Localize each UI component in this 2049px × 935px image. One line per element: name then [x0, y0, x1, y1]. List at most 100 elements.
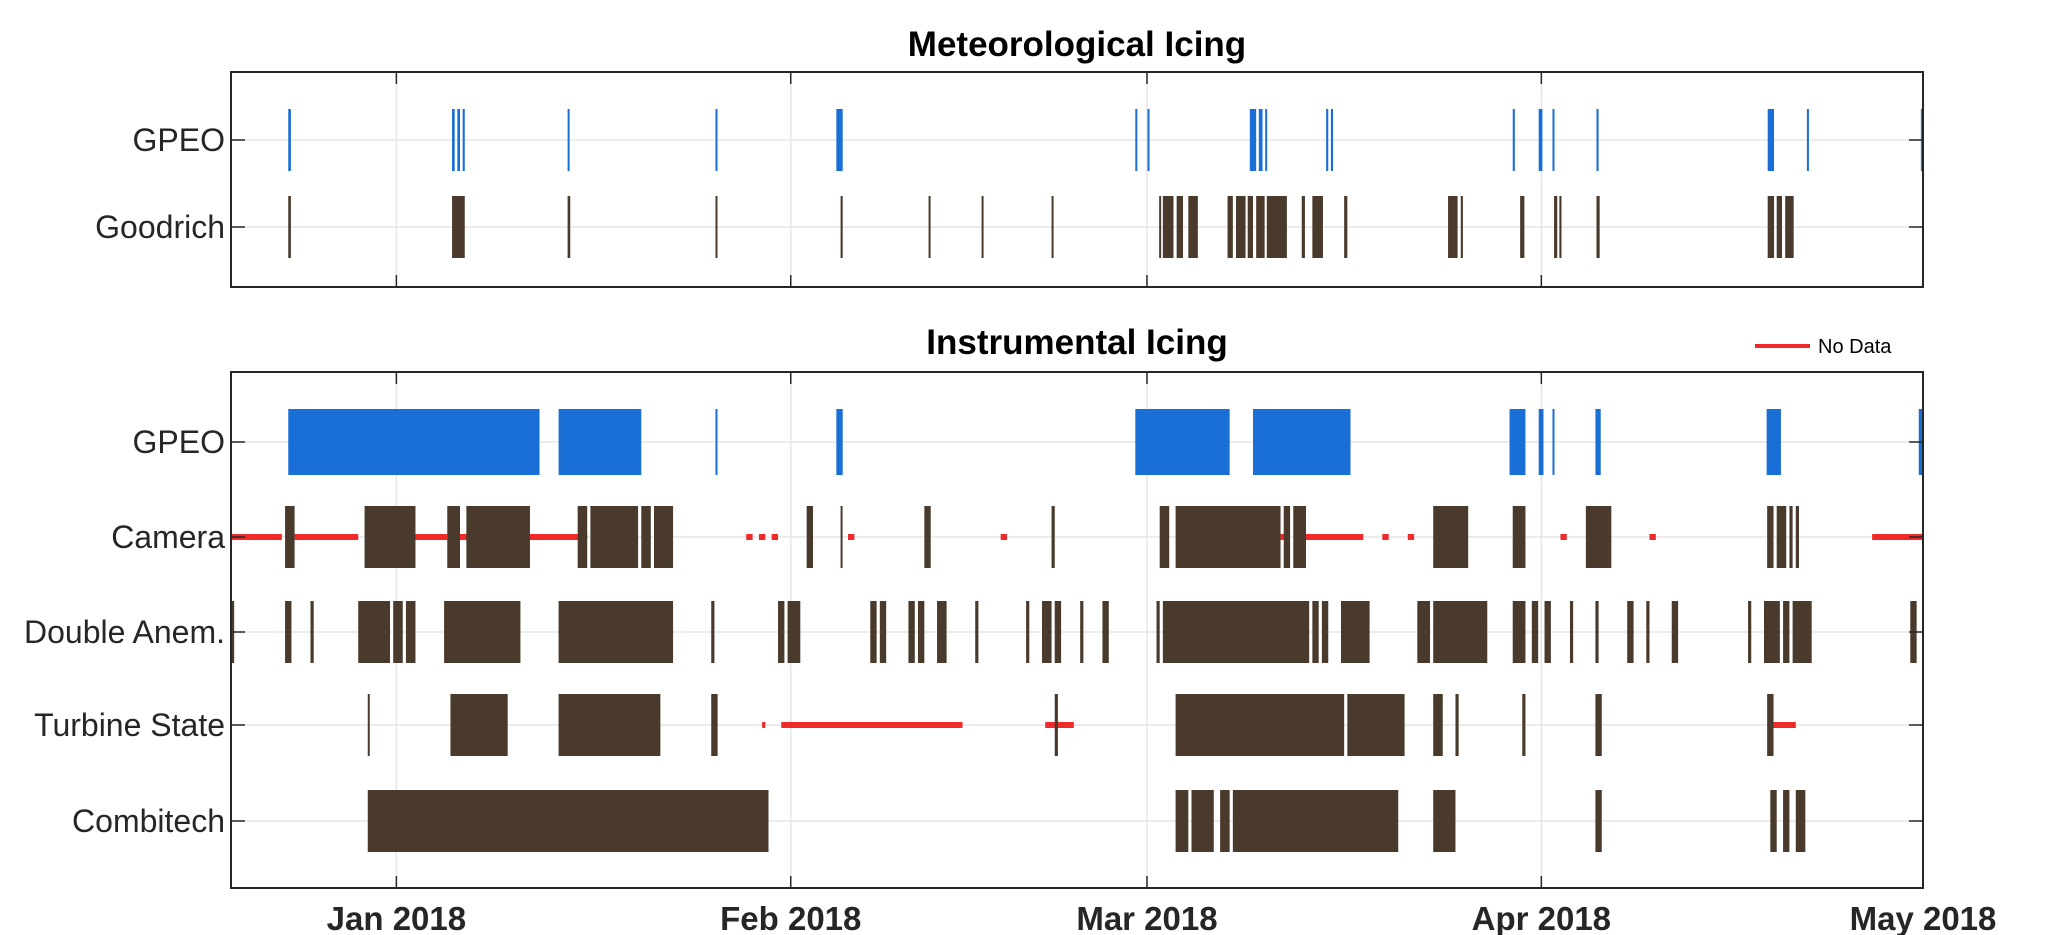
icing-bar-camera [1051, 506, 1055, 568]
icing-bar-gpeo [288, 409, 540, 475]
icing-bar-goodrich [567, 196, 571, 258]
icing-bar-goodrich [1559, 196, 1562, 258]
icing-bar-camera [806, 506, 814, 568]
icing-bar-goodrich [981, 196, 984, 258]
icing-bar-gpeo [836, 409, 843, 475]
nodata-segment-camera [758, 534, 766, 540]
icing-bar-gpeo [1326, 109, 1329, 171]
icing-bar-double-anem [1042, 601, 1052, 663]
icing-bar-camera [641, 506, 651, 568]
icing-bar-combitech [1220, 790, 1230, 852]
icing-bar-camera [924, 506, 931, 568]
icing-bar-double-anem [1512, 601, 1526, 663]
axes-frame [230, 71, 1924, 288]
icing-bar-gpeo [715, 109, 718, 171]
icing-bar-combitech [453, 790, 464, 852]
icing-bar-camera [1283, 506, 1291, 568]
icing-bar-double-anem [1417, 601, 1431, 663]
icing-bar-combitech [1191, 790, 1214, 852]
icing-bar-goodrich [1460, 196, 1463, 258]
icing-bar-camera [840, 506, 843, 568]
icing-bar-gpeo [1135, 109, 1138, 171]
icing-bar-gpeo [457, 109, 460, 171]
icing-bar-double-anem [1748, 601, 1752, 663]
icing-bar-turbine-state [558, 694, 661, 756]
x-tick-label: Jan 2018 [327, 900, 466, 935]
x-tick-label: May 2018 [1850, 900, 1997, 935]
icing-bar-turbine-state [1595, 694, 1602, 756]
icing-bar-turbine-state [1522, 694, 1526, 756]
icing-bar-double-anem [1312, 601, 1319, 663]
icing-bar-goodrich [1162, 196, 1174, 258]
icing-bar-goodrich [452, 196, 465, 258]
icing-bar-gpeo [836, 109, 843, 171]
icing-bar-double-anem [1627, 601, 1634, 663]
icing-bar-turbine-state [1175, 694, 1345, 756]
icing-bar-turbine-state [367, 694, 370, 756]
icing-bar-goodrich [1176, 196, 1184, 258]
icing-bar-camera [590, 506, 639, 568]
icing-bar-camera [1159, 506, 1170, 568]
icing-bar-gpeo [1147, 109, 1150, 171]
icing-bar-gpeo [1249, 109, 1257, 171]
icing-bar-combitech [1595, 790, 1602, 852]
nodata-segment-turbine-state [781, 722, 963, 728]
icing-bar-double-anem [1054, 601, 1062, 663]
icing-bar-camera [1795, 506, 1799, 568]
icing-bar-combitech [1783, 790, 1790, 852]
icing-bar-combitech [1232, 790, 1399, 852]
panel-meteorological-icing: Meteorological Icing GPEO Goodrich [95, 25, 1924, 288]
icing-bar-double-anem [917, 601, 925, 663]
nodata-segment-camera [294, 534, 359, 540]
icing-bar-camera [1433, 506, 1469, 568]
x-tick-label: Feb 2018 [720, 900, 861, 935]
nodata-segment-camera [1649, 534, 1656, 540]
icing-bar-double-anem [1156, 601, 1160, 663]
icing-bar-double-anem [1026, 601, 1030, 663]
icing-bar-double-anem [870, 601, 877, 663]
icing-bar-double-anem [1671, 601, 1679, 663]
icing-bar-camera [364, 506, 416, 568]
icing-bar-turbine-state [1433, 694, 1443, 756]
icing-bar-turbine-state [1455, 694, 1459, 756]
icing-bar-camera [447, 506, 460, 568]
nodata-segment-camera [231, 534, 282, 540]
icing-bar-goodrich [928, 196, 931, 258]
plot-area [231, 72, 1923, 287]
icing-bar-camera [1175, 506, 1281, 568]
row-label-gpeo: GPEO [133, 424, 225, 460]
panel-instrumental-icing: Instrumental Icing GPEO Camera Double Anem.… [24, 323, 1996, 935]
icing-bar-double-anem [1569, 601, 1574, 663]
icing-bar-camera [1293, 506, 1306, 568]
icing-bar-gpeo [1135, 409, 1230, 475]
x-tick-label: Apr 2018 [1472, 900, 1611, 935]
icing-bar-double-anem [908, 601, 915, 663]
icing-bar-double-anem [879, 601, 887, 663]
icing-bar-gpeo [1552, 409, 1555, 475]
icing-bar-gpeo [1767, 109, 1775, 171]
icing-bar-double-anem [285, 601, 292, 663]
icing-bar-goodrich [1266, 196, 1287, 258]
icing-bar-double-anem [1792, 601, 1812, 663]
icing-bar-double-anem [975, 601, 979, 663]
icing-bar-double-anem [358, 601, 391, 663]
icing-bar-gpeo [1538, 109, 1543, 171]
icing-bar-turbine-state [711, 694, 718, 756]
nodata-segment-turbine-state [1773, 722, 1796, 728]
nodata-segment-camera [510, 534, 588, 540]
row-label-goodrich: Goodrich [95, 209, 225, 245]
icing-bar-double-anem [1544, 601, 1551, 663]
nodata-segment-camera [390, 534, 448, 540]
chart-title: Instrumental Icing [926, 323, 1227, 362]
x-tick-label: Mar 2018 [1076, 900, 1217, 935]
nodata-segment-camera [848, 534, 855, 540]
icing-bar-gpeo [1538, 409, 1544, 475]
icing-bar-goodrich [1785, 196, 1794, 258]
nodata-segment-camera [1382, 534, 1389, 540]
icing-bar-camera [654, 506, 674, 568]
axes-frame [230, 371, 1924, 889]
icing-bar-gpeo [1330, 109, 1334, 171]
icing-bar-double-anem [1595, 601, 1599, 663]
icing-bar-gpeo [1512, 109, 1515, 171]
icing-bar-combitech [1433, 790, 1456, 852]
